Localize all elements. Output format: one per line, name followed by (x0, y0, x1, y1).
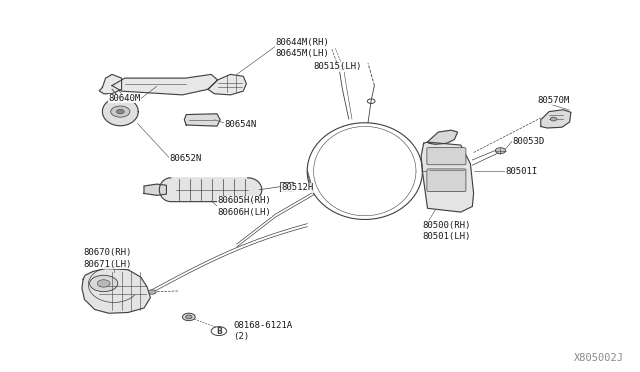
Polygon shape (112, 74, 218, 95)
Polygon shape (184, 114, 220, 126)
Text: 80670(RH)
80671(LH): 80670(RH) 80671(LH) (83, 248, 132, 269)
Text: 80500(RH)
80501(LH): 80500(RH) 80501(LH) (422, 221, 471, 241)
Polygon shape (102, 97, 138, 126)
Text: 08168-6121A
(2): 08168-6121A (2) (234, 321, 292, 341)
Polygon shape (280, 182, 293, 191)
Polygon shape (208, 74, 246, 95)
Text: 80640M: 80640M (109, 94, 141, 103)
Text: 80512H: 80512H (282, 183, 314, 192)
Text: 80570M: 80570M (538, 96, 570, 105)
Text: 80605H(RH)
80606H(LH): 80605H(RH) 80606H(LH) (218, 196, 271, 217)
Polygon shape (99, 74, 122, 94)
Text: 80652N: 80652N (170, 154, 202, 163)
Polygon shape (159, 178, 262, 202)
Text: 80654N: 80654N (224, 120, 256, 129)
Circle shape (186, 315, 192, 319)
Polygon shape (541, 110, 571, 128)
Text: 80501I: 80501I (506, 167, 538, 176)
Text: 80644M(RH)
80645M(LH): 80644M(RH) 80645M(LH) (275, 38, 329, 58)
Circle shape (111, 106, 130, 117)
Polygon shape (82, 269, 150, 313)
Circle shape (97, 280, 110, 287)
Polygon shape (144, 184, 166, 195)
Circle shape (550, 117, 557, 121)
Text: 80515(LH): 80515(LH) (314, 62, 362, 71)
Circle shape (148, 290, 156, 294)
FancyBboxPatch shape (427, 148, 466, 165)
Text: 80053D: 80053D (512, 137, 544, 146)
Circle shape (90, 275, 118, 292)
Polygon shape (428, 130, 458, 144)
Text: X805002J: X805002J (574, 353, 624, 363)
Circle shape (495, 148, 506, 154)
FancyBboxPatch shape (427, 169, 466, 192)
Circle shape (116, 109, 124, 114)
Polygon shape (421, 142, 474, 212)
Circle shape (211, 327, 227, 336)
Text: B: B (216, 327, 221, 336)
Circle shape (182, 313, 195, 321)
